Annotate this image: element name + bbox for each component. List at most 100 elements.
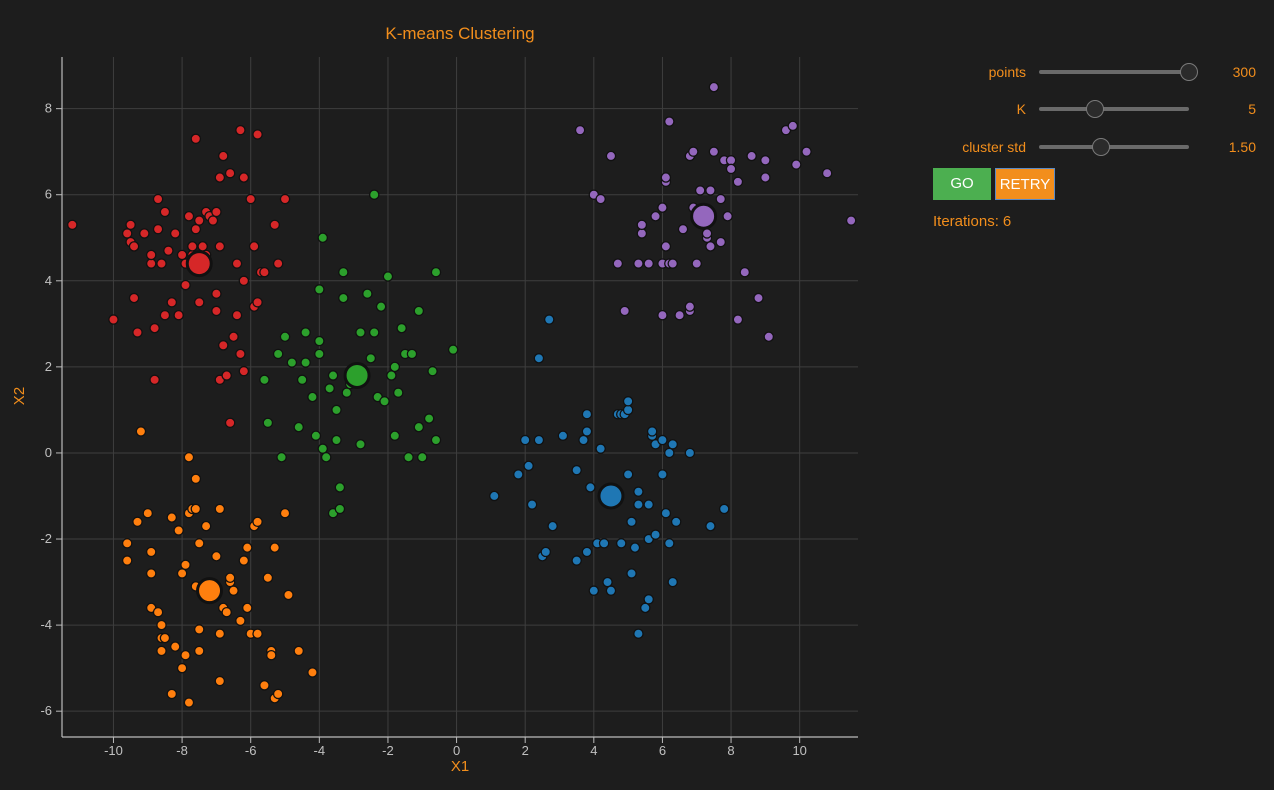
x-axis-label: X1: [451, 758, 469, 775]
data-point: [619, 305, 630, 317]
data-point: [159, 632, 171, 644]
retry-button[interactable]: RETRY: [995, 168, 1055, 200]
data-point: [269, 219, 280, 231]
data-point: [272, 688, 284, 700]
data-point: [355, 327, 366, 338]
data-point: [259, 680, 270, 691]
cluster-std-value: 1.50: [1228, 139, 1256, 155]
data-point: [664, 538, 675, 549]
data-point: [176, 568, 188, 579]
data-point: [612, 258, 624, 269]
data-point: [169, 228, 181, 239]
data-point: [224, 417, 236, 429]
data-point: [190, 223, 202, 235]
cluster-std-slider-thumb[interactable]: [1091, 138, 1110, 156]
k-slider-thumb[interactable]: [1085, 100, 1104, 118]
points-slider-thumb[interactable]: [1180, 63, 1198, 81]
data-point: [190, 503, 202, 515]
points-value: 300: [1232, 64, 1256, 80]
data-point: [732, 314, 744, 325]
k-label: K: [1016, 101, 1026, 117]
data-point: [269, 542, 280, 553]
go-button[interactable]: GO: [933, 168, 991, 200]
k-slider-track[interactable]: [1039, 107, 1189, 111]
data-point: [300, 327, 311, 338]
cluster-std-slider-track[interactable]: [1039, 145, 1189, 149]
data-point: [193, 297, 205, 308]
data-point: [180, 649, 191, 661]
data-point: [183, 452, 195, 463]
data-point: [705, 185, 716, 196]
data-point: [581, 546, 593, 558]
data-point: [180, 279, 191, 291]
data-point: [602, 576, 613, 588]
data-point: [156, 619, 167, 631]
data-point: [403, 452, 414, 463]
data-point: [650, 210, 661, 222]
data-point: [684, 301, 696, 312]
data-point: [235, 348, 246, 360]
data-point: [664, 447, 675, 459]
data-point: [242, 602, 253, 614]
data-point: [801, 146, 812, 157]
data-point: [667, 439, 678, 450]
data-point: [588, 585, 600, 596]
data-point: [513, 469, 524, 480]
data-point: [423, 413, 435, 424]
centroid-marker: [690, 202, 718, 230]
data-point: [664, 116, 675, 127]
data-point: [533, 353, 545, 364]
cluster-std-control: cluster std 1.50: [890, 137, 1270, 157]
data-point: [224, 167, 236, 179]
y-tick-label: -2: [40, 531, 52, 546]
data-point: [657, 469, 668, 480]
data-point: [760, 172, 771, 183]
data-point: [718, 503, 730, 515]
data-point: [152, 223, 164, 235]
data-point: [245, 193, 256, 205]
x-tick-label: -8: [176, 743, 188, 758]
data-point: [296, 374, 308, 386]
data-point: [629, 542, 641, 553]
data-point: [650, 529, 661, 540]
data-point: [218, 150, 229, 162]
x-tick-label: 0: [453, 743, 460, 758]
data-point: [392, 387, 404, 398]
y-tick-label: 2: [45, 359, 52, 374]
data-point: [221, 370, 232, 381]
data-point: [259, 374, 270, 386]
data-point: [657, 202, 668, 213]
data-point: [67, 219, 78, 231]
data-point: [228, 331, 239, 342]
grid: [62, 57, 858, 737]
data-point: [622, 404, 634, 416]
data-point: [722, 210, 733, 222]
data-point: [705, 241, 716, 252]
data-point: [317, 443, 329, 454]
y-tick-label: 0: [45, 445, 52, 460]
data-point: [320, 452, 332, 463]
data-points: [67, 81, 857, 708]
data-point: [272, 258, 284, 269]
data-point: [327, 370, 339, 381]
data-point: [540, 546, 552, 558]
data-point: [670, 516, 682, 528]
x-tick-label: -4: [314, 743, 326, 758]
data-point: [145, 568, 157, 579]
data-point: [331, 404, 342, 416]
data-point: [365, 353, 377, 364]
data-point: [732, 176, 744, 188]
data-point: [739, 266, 751, 278]
data-point: [145, 258, 157, 269]
data-point: [338, 266, 349, 278]
points-slider-track[interactable]: [1039, 70, 1189, 74]
data-point: [252, 129, 263, 140]
data-point: [626, 568, 637, 579]
data-point: [396, 322, 407, 334]
data-point: [633, 258, 644, 269]
data-point: [674, 309, 685, 321]
data-point: [286, 357, 298, 368]
data-point: [314, 348, 325, 360]
data-point: [581, 426, 593, 437]
centroid-marker: [343, 361, 371, 389]
